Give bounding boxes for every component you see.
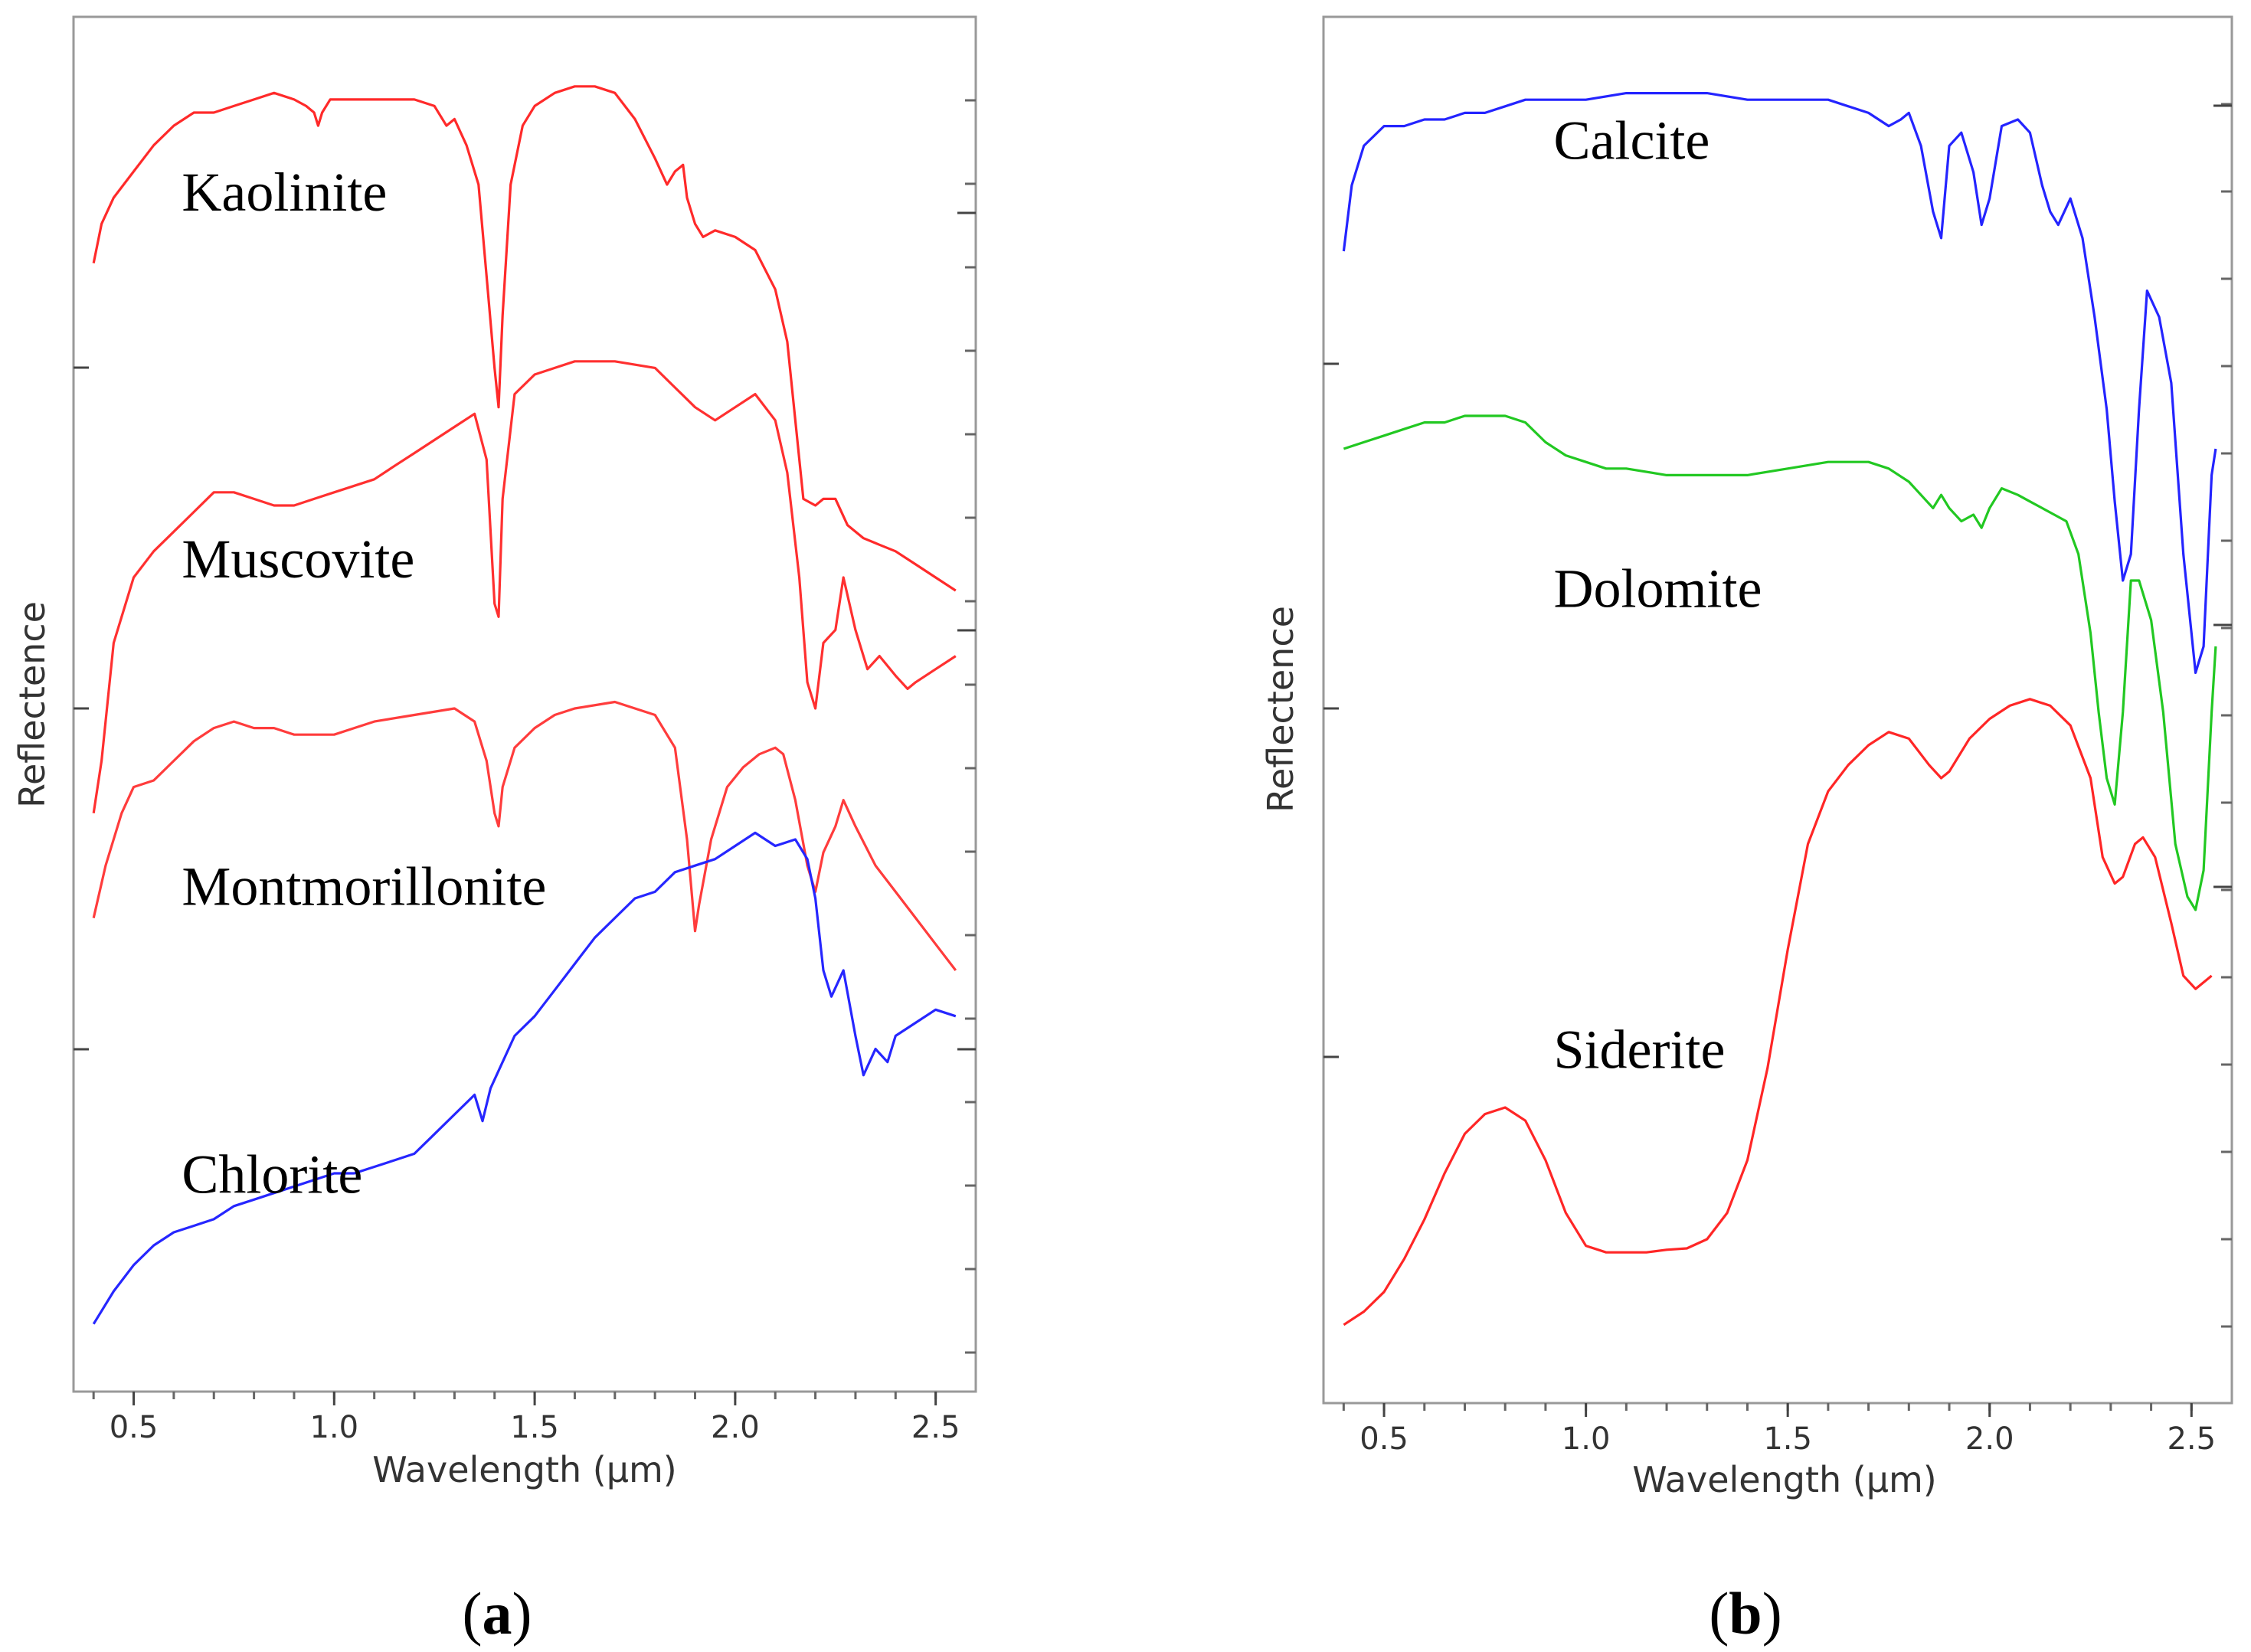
panel-a-plot-frame [72, 15, 977, 1393]
series-line-calcite [1342, 92, 2217, 674]
panel-b-y-axis-label: Reflectence [1260, 606, 1301, 813]
panel-b-right-axis-ticks [2213, 103, 2232, 1328]
series-line-dolomite [1343, 414, 2217, 911]
panel-b-x-tick-label: 2.5 [2167, 1421, 2216, 1457]
panel-b-plot-frame [1322, 15, 2233, 1405]
panel-b-x-tick-label: 2.0 [1965, 1421, 2014, 1457]
series-label-calcite: Calcite [1553, 110, 1710, 172]
panel-b-x-tick-label: 0.5 [1359, 1421, 1409, 1457]
panel-a-x-tick-label: 2.0 [711, 1410, 760, 1445]
panel-a-x-axis: 0.5 1.0 1.5 2.0 2.5 [92, 1392, 960, 1445]
series-label-siderite: Siderite [1553, 1019, 1725, 1080]
series-label-muscovite: Muscovite [182, 528, 414, 590]
panel-b-chart: 0.5 1.0 1.5 2.0 2.5 CalciteDolomiteSiderite … [1260, 15, 2233, 1647]
panel-a-caption: (a) [463, 1580, 532, 1647]
panel-b-series-group [1342, 92, 2217, 1327]
panel-a-x-tick-label: 0.5 [110, 1410, 159, 1445]
panel-b-x-axis: 0.5 1.0 1.5 2.0 2.5 [1342, 1403, 2216, 1457]
panel-a-x-tick-label: 1.5 [510, 1410, 559, 1445]
panel-a-x-axis-label: Wavelength (µm) [372, 1449, 676, 1490]
panel-a-caption-letter: a [483, 1580, 512, 1647]
panel-a-x-tick-label: 1.0 [309, 1410, 358, 1445]
panel-a-right-axis-ticks [957, 99, 976, 1354]
panel-a-series-group [92, 85, 957, 1325]
series-label-dolomite: Dolomite [1553, 558, 1762, 619]
series-line-montmorillonite [92, 700, 957, 971]
panel-b-series-labels: Calcite Dolomite Siderite [1553, 110, 1762, 1081]
series-line-muscovite [92, 360, 957, 814]
series-line-siderite [1343, 698, 2213, 1327]
panel-a-left-axis-ticks [74, 366, 89, 1051]
series-label-chlorite: Chlorite [182, 1144, 362, 1205]
series-label-montmorillonite: Montmorillonite [182, 856, 546, 918]
panel-b-left-axis-ticks [1323, 362, 1339, 1058]
panel-b-caption-letter: b [1729, 1580, 1762, 1647]
panel-a-series-labels: Kaolinite Muscovite Montmorillonite Chlorit… [182, 162, 546, 1205]
panel-a-y-axis-label: Reflectence [11, 601, 53, 808]
series-line-chlorite [92, 831, 957, 1325]
panel-b-x-axis-label: Wavelength (µm) [1632, 1459, 1936, 1500]
series-label-kaolinite: Kaolinite [182, 162, 387, 223]
panel-a-x-tick-label: 2.5 [911, 1410, 960, 1445]
panel-b-caption: (b) [1709, 1580, 1781, 1647]
panel-b-x-tick-label: 1.5 [1763, 1421, 1812, 1457]
panel-b-x-tick-label: 1.0 [1562, 1421, 1611, 1457]
panel-a-chart: 0.5 1.0 1.5 2.0 2.5 Kaolinite Muscovite Montmo… [11, 15, 977, 1647]
series-line-kaolinite [92, 85, 957, 592]
